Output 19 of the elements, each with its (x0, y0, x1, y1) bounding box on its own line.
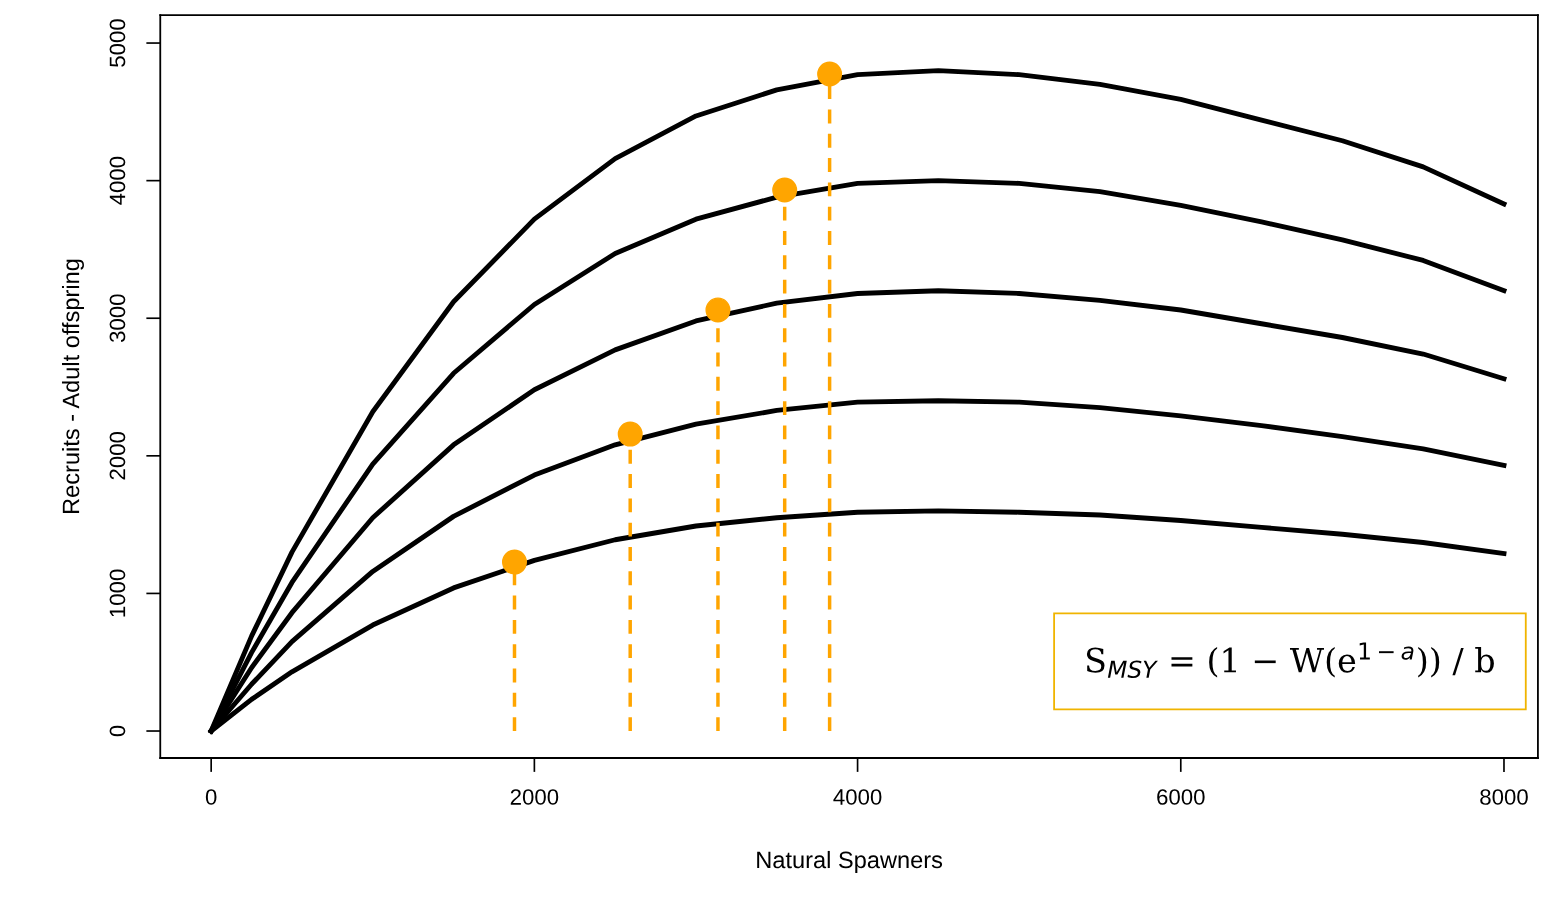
point (705, 297, 731, 323)
y-tick-label: 2000 (109, 431, 126, 480)
y-tick-label: 4000 (109, 156, 126, 205)
x-tick-label: 0 (205, 789, 217, 805)
x-axis-title: Natural Spawners (757, 850, 943, 873)
y-axis-title: Recruits - Adult offspring (61, 259, 84, 514)
y-tick-label: 5000 (109, 19, 126, 67)
y-tick-label: 0 (109, 725, 126, 737)
point (772, 177, 798, 203)
x-tick-label: 4000 (833, 789, 882, 805)
point (501, 549, 527, 575)
point (817, 61, 843, 87)
y-tick-label: 1000 (109, 569, 126, 617)
annotation: S$_{MSY}$ = (1 − W(e$^{1−a}$)) / b (1086, 642, 1494, 679)
x-tick-label: 6000 (1157, 789, 1205, 805)
y-tick-label: 3000 (109, 294, 126, 343)
x-tick-label: 2000 (510, 789, 559, 805)
x-tick-label: 8000 (1480, 789, 1528, 805)
point (617, 421, 643, 447)
